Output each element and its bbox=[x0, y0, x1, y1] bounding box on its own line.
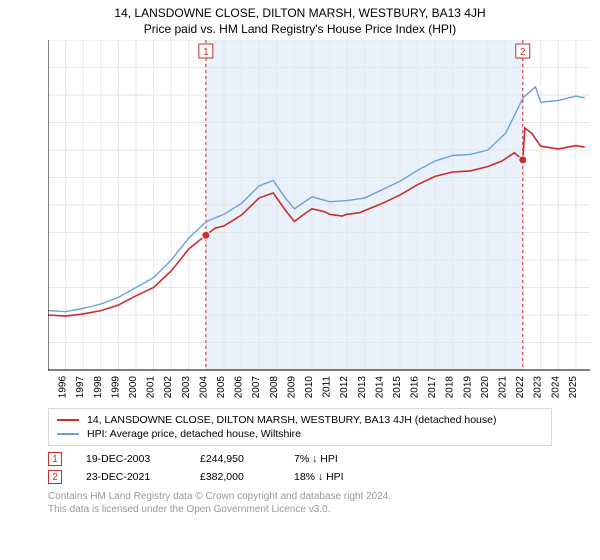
event-marker: 1 bbox=[48, 452, 62, 466]
svg-text:1998: 1998 bbox=[93, 376, 104, 399]
svg-text:2000: 2000 bbox=[128, 376, 139, 399]
legend-label: 14, LANSDOWNE CLOSE, DILTON MARSH, WESTB… bbox=[87, 414, 496, 426]
svg-text:2004: 2004 bbox=[198, 376, 209, 399]
svg-text:2001: 2001 bbox=[146, 376, 157, 399]
svg-text:1999: 1999 bbox=[110, 376, 121, 399]
svg-text:2018: 2018 bbox=[445, 376, 456, 399]
svg-text:2011: 2011 bbox=[322, 376, 333, 398]
event-date: 23-DEC-2021 bbox=[86, 471, 176, 483]
legend: 14, LANSDOWNE CLOSE, DILTON MARSH, WESTB… bbox=[48, 408, 552, 446]
legend-swatch bbox=[57, 419, 79, 421]
svg-text:2006: 2006 bbox=[234, 376, 245, 399]
svg-text:2025: 2025 bbox=[568, 376, 579, 399]
chart-title: 14, LANSDOWNE CLOSE, DILTON MARSH, WESTB… bbox=[0, 0, 600, 20]
svg-text:2022: 2022 bbox=[515, 376, 526, 399]
svg-text:2017: 2017 bbox=[427, 376, 438, 399]
svg-text:2: 2 bbox=[520, 47, 526, 58]
legend-swatch bbox=[57, 433, 79, 435]
svg-text:2015: 2015 bbox=[392, 376, 403, 399]
event-delta: 7% ↓ HPI bbox=[294, 453, 374, 465]
footer-attribution: Contains HM Land Registry data © Crown c… bbox=[48, 490, 552, 516]
legend-item: 14, LANSDOWNE CLOSE, DILTON MARSH, WESTB… bbox=[57, 413, 543, 427]
event-price: £244,950 bbox=[200, 453, 270, 465]
line-chart: £0£50K£100K£150K£200K£250K£300K£350K£400… bbox=[48, 40, 590, 400]
svg-text:1997: 1997 bbox=[75, 376, 86, 399]
svg-text:2013: 2013 bbox=[357, 376, 368, 399]
event-row: 1 19-DEC-2003 £244,950 7% ↓ HPI bbox=[48, 450, 552, 468]
svg-text:2007: 2007 bbox=[251, 376, 262, 399]
chart-subtitle: Price paid vs. HM Land Registry's House … bbox=[0, 20, 600, 40]
svg-text:2009: 2009 bbox=[286, 376, 297, 399]
svg-text:1995: 1995 bbox=[48, 376, 51, 399]
svg-text:2002: 2002 bbox=[163, 376, 174, 399]
event-marker: 2 bbox=[48, 470, 62, 484]
event-price: £382,000 bbox=[200, 471, 270, 483]
legend-item: HPI: Average price, detached house, Wilt… bbox=[57, 427, 543, 441]
svg-text:2008: 2008 bbox=[269, 376, 280, 399]
event-date: 19-DEC-2003 bbox=[86, 453, 176, 465]
svg-text:2014: 2014 bbox=[374, 376, 385, 399]
svg-text:2020: 2020 bbox=[480, 376, 491, 399]
svg-text:2010: 2010 bbox=[304, 376, 315, 399]
footer-line-1: Contains HM Land Registry data © Crown c… bbox=[48, 490, 552, 503]
svg-text:1996: 1996 bbox=[58, 376, 69, 399]
event-row: 2 23-DEC-2021 £382,000 18% ↓ HPI bbox=[48, 468, 552, 486]
svg-text:2005: 2005 bbox=[216, 376, 227, 399]
svg-text:2012: 2012 bbox=[339, 376, 350, 399]
legend-label: HPI: Average price, detached house, Wilt… bbox=[87, 428, 301, 440]
svg-text:2019: 2019 bbox=[462, 376, 473, 399]
svg-text:1: 1 bbox=[203, 47, 209, 58]
svg-text:2024: 2024 bbox=[550, 376, 561, 399]
chart-area: £0£50K£100K£150K£200K£250K£300K£350K£400… bbox=[48, 40, 590, 400]
event-delta: 18% ↓ HPI bbox=[294, 471, 374, 483]
svg-text:2021: 2021 bbox=[498, 376, 509, 399]
events-table: 1 19-DEC-2003 £244,950 7% ↓ HPI 2 23-DEC-2021… bbox=[48, 450, 552, 486]
svg-text:2023: 2023 bbox=[533, 376, 544, 399]
svg-text:2016: 2016 bbox=[410, 376, 421, 399]
svg-text:2003: 2003 bbox=[181, 376, 192, 399]
footer-line-2: This data is licensed under the Open Gov… bbox=[48, 503, 552, 516]
